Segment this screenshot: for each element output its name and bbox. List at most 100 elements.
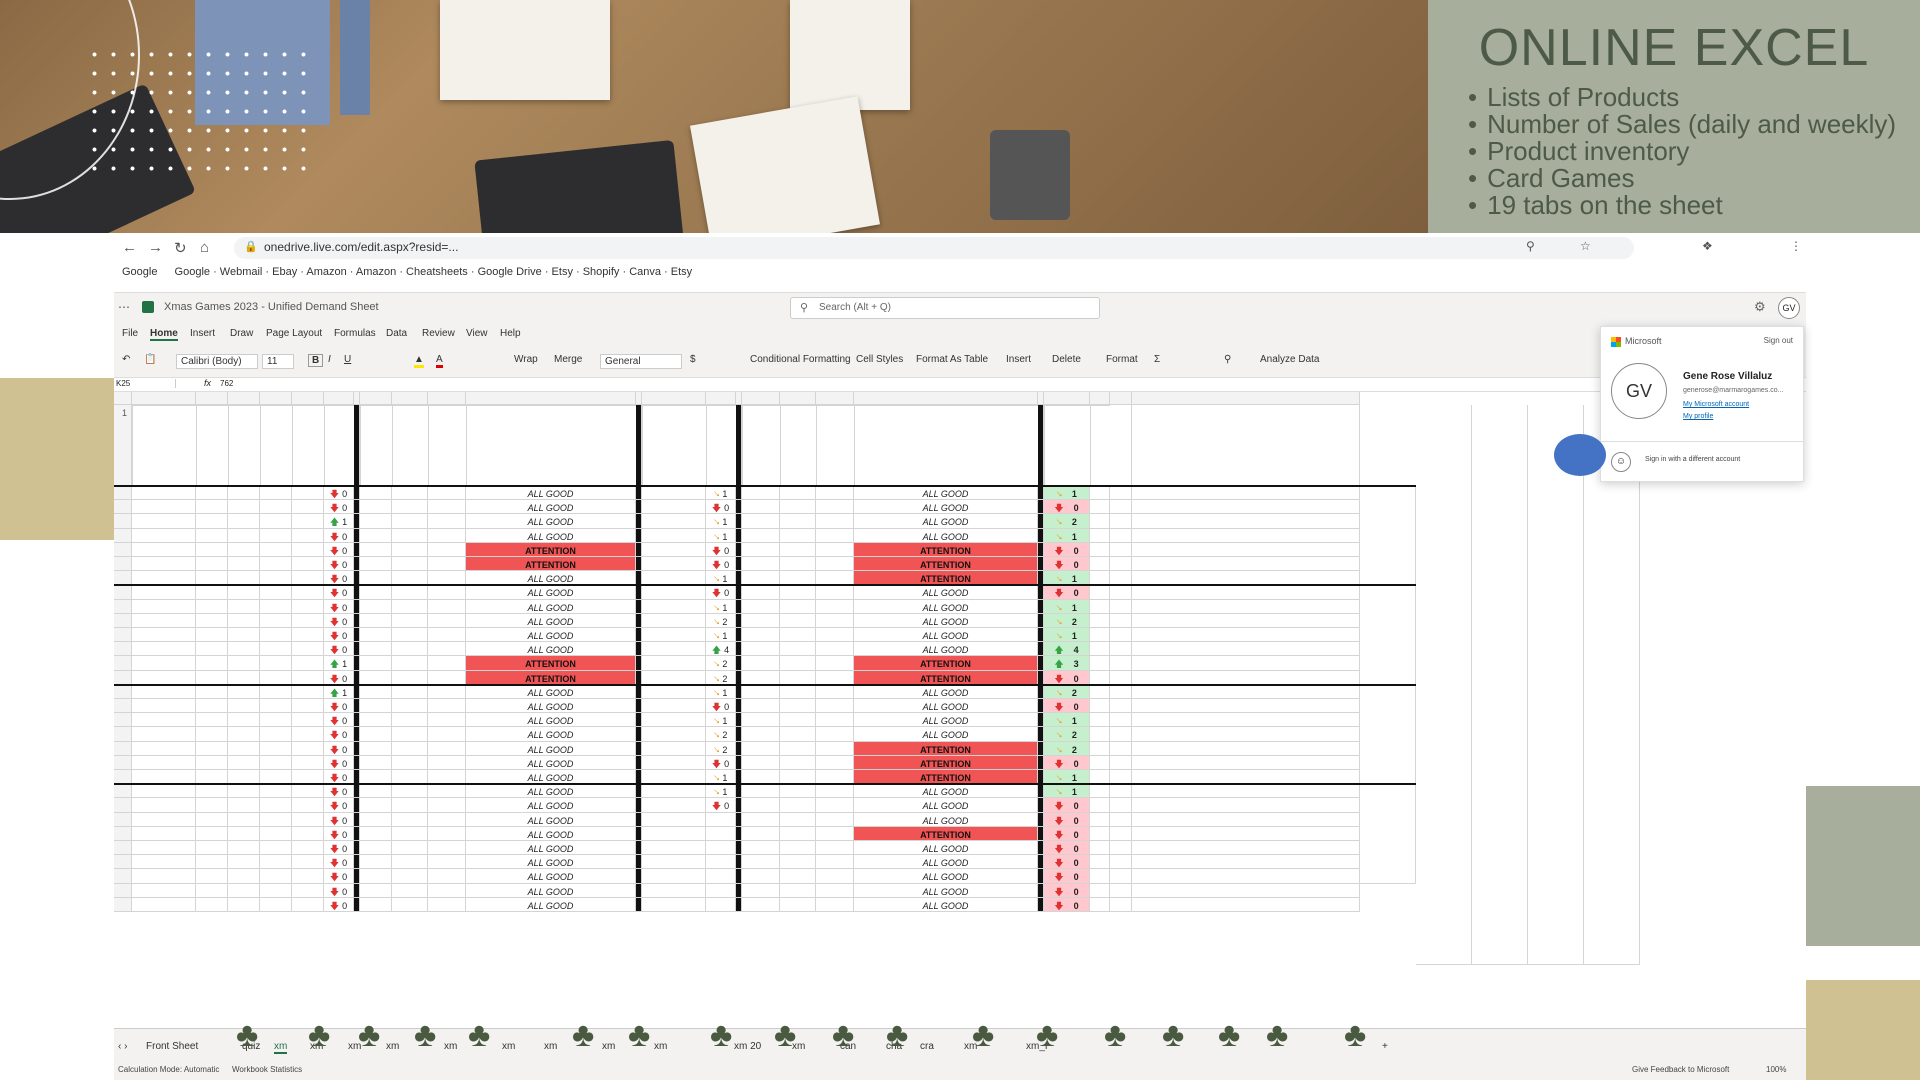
row-header[interactable] xyxy=(114,841,132,856)
menu-view[interactable]: View xyxy=(466,328,488,339)
cell-d[interactable] xyxy=(260,613,292,628)
cell-t[interactable] xyxy=(742,613,780,628)
menu-icon[interactable]: ⋮ xyxy=(1790,239,1802,253)
stock-health-cell[interactable]: ALL GOOD xyxy=(466,770,636,785)
cell-z[interactable] xyxy=(1090,571,1110,586)
cell-v[interactable] xyxy=(816,585,854,600)
stock-health-cell[interactable]: ALL GOOD xyxy=(854,897,1038,912)
cell-l[interactable] xyxy=(428,869,466,884)
sheet-tab[interactable]: xm_f xyxy=(1026,1041,1048,1052)
cell-z[interactable] xyxy=(1090,798,1110,813)
cell-k[interactable] xyxy=(392,727,428,742)
cell-a[interactable] xyxy=(132,542,196,557)
cell-aa[interactable] xyxy=(1110,642,1132,657)
daily-sales-cell[interactable]: ⭨ 2 xyxy=(1044,613,1090,628)
cell-u[interactable] xyxy=(780,770,816,785)
document-name[interactable]: Xmas Games 2023 - Unified Demand Sheet xyxy=(164,301,379,313)
cell-u[interactable] xyxy=(780,599,816,614)
cell-k[interactable] xyxy=(392,585,428,600)
week-total-cell[interactable] xyxy=(1360,784,1416,884)
cell-f[interactable]: 🡇 0 xyxy=(324,855,354,870)
cell-o[interactable] xyxy=(642,628,706,643)
stock-health-cell[interactable]: ATTENTION xyxy=(854,755,1038,770)
cell-d[interactable] xyxy=(260,628,292,643)
daily-sales-cell[interactable]: 🡅 3 xyxy=(1044,656,1090,671)
daily-sales-cell[interactable]: 🡇 0 xyxy=(1044,798,1090,813)
cell-a[interactable] xyxy=(132,642,196,657)
cell-b[interactable] xyxy=(196,770,228,785)
stock-health-cell[interactable]: ALL GOOD xyxy=(854,713,1038,728)
column-header-o[interactable] xyxy=(642,392,706,405)
comment-cell[interactable] xyxy=(1132,613,1360,628)
row-header[interactable] xyxy=(114,713,132,728)
daily-sales-cell[interactable]: ⭨ 2 xyxy=(1044,684,1090,699)
cell-t[interactable] xyxy=(742,486,780,501)
column-header-q[interactable] xyxy=(736,392,742,405)
cell-k[interactable] xyxy=(392,855,428,870)
sheet-tab[interactable]: can xyxy=(840,1041,857,1052)
daily-sales-cell[interactable]: ⭨ 1 xyxy=(1044,528,1090,543)
bookmark-google[interactable]: Google xyxy=(122,266,158,278)
stock-health-cell[interactable]: ALL GOOD xyxy=(466,883,636,898)
cell-d[interactable] xyxy=(260,486,292,501)
cell-aa[interactable] xyxy=(1110,741,1132,756)
cell-j[interactable] xyxy=(360,699,392,714)
cell-v[interactable] xyxy=(816,500,854,515)
cell-u[interactable] xyxy=(780,897,816,912)
corner-cell[interactable] xyxy=(114,392,132,405)
cell-p[interactable]: 🡅 4 xyxy=(706,642,736,657)
workbook-stats[interactable]: Workbook Statistics xyxy=(232,1065,303,1074)
row-header[interactable] xyxy=(114,628,132,643)
menu-draw[interactable]: Draw xyxy=(230,328,254,339)
cell-t[interactable] xyxy=(742,883,780,898)
cell-l[interactable] xyxy=(428,557,466,572)
cell-o[interactable] xyxy=(642,557,706,572)
cell-c[interactable] xyxy=(228,514,260,529)
cell-z[interactable] xyxy=(1090,542,1110,557)
cell-z[interactable] xyxy=(1090,500,1110,515)
column-header-t[interactable] xyxy=(742,392,780,405)
cell-aa[interactable] xyxy=(1110,514,1132,529)
column-header-y[interactable] xyxy=(1044,392,1090,405)
star-icon[interactable]: ☆ xyxy=(1580,239,1591,253)
format-as-table-button[interactable]: Format As Table xyxy=(916,354,989,365)
cell-f[interactable]: 🡇 0 xyxy=(324,727,354,742)
cell-c[interactable] xyxy=(228,713,260,728)
comment-cell[interactable] xyxy=(1132,571,1360,586)
cell-e[interactable] xyxy=(292,812,324,827)
comment-cell[interactable] xyxy=(1132,798,1360,813)
cell-p[interactable]: ⭨ 2 xyxy=(706,727,736,742)
cell-v[interactable] xyxy=(816,514,854,529)
daily-sales-cell[interactable]: 🡇 0 xyxy=(1044,897,1090,912)
cell-l[interactable] xyxy=(428,812,466,827)
stock-health-cell[interactable]: ATTENTION xyxy=(854,542,1038,557)
column-header-j[interactable] xyxy=(360,392,392,405)
stock-health-cell[interactable]: ALL GOOD xyxy=(466,514,636,529)
cell-t[interactable] xyxy=(742,784,780,799)
cell-f[interactable]: 🡇 0 xyxy=(324,599,354,614)
name-box[interactable]: K25 xyxy=(116,379,176,388)
stock-health-cell[interactable]: ALL GOOD xyxy=(466,528,636,543)
cell-c[interactable] xyxy=(228,557,260,572)
daily-sales-cell[interactable]: 🡇 0 xyxy=(1044,542,1090,557)
cell-t[interactable] xyxy=(742,727,780,742)
cell-a[interactable] xyxy=(132,670,196,685)
cell-a[interactable] xyxy=(132,486,196,501)
cell-l[interactable] xyxy=(428,486,466,501)
cell-t[interactable] xyxy=(742,656,780,671)
cell-c[interactable] xyxy=(228,727,260,742)
stock-health-cell[interactable]: ALL GOOD xyxy=(854,784,1038,799)
cell-u[interactable] xyxy=(780,741,816,756)
cell-aa[interactable] xyxy=(1110,812,1132,827)
comment-cell[interactable] xyxy=(1132,542,1360,557)
cell-l[interactable] xyxy=(428,613,466,628)
row-header[interactable] xyxy=(114,812,132,827)
cell-v[interactable] xyxy=(816,784,854,799)
cell-c[interactable] xyxy=(228,571,260,586)
cell-z[interactable] xyxy=(1090,855,1110,870)
cell-e[interactable] xyxy=(292,670,324,685)
stock-health-cell[interactable]: ALL GOOD xyxy=(466,855,636,870)
cell-b[interactable] xyxy=(196,727,228,742)
cell-v[interactable] xyxy=(816,571,854,586)
cell-f[interactable]: 🡅 1 xyxy=(324,656,354,671)
